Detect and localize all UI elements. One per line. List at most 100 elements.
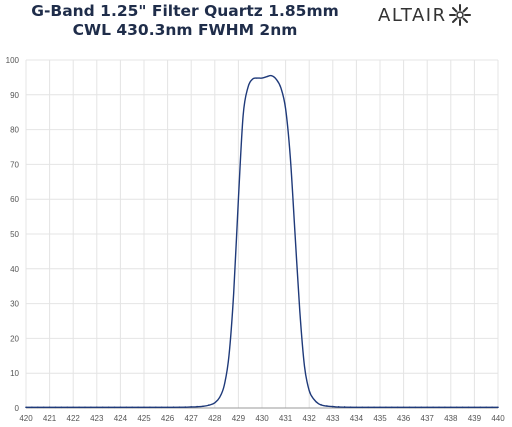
y-tick-label: 60 xyxy=(10,195,19,204)
y-tick-label: 40 xyxy=(10,265,19,274)
data-point xyxy=(455,406,458,409)
data-point xyxy=(160,406,163,409)
data-point xyxy=(190,406,192,408)
data-point xyxy=(54,406,57,409)
x-tick-label: 428 xyxy=(208,414,222,423)
data-point xyxy=(332,405,334,408)
data-point xyxy=(37,406,39,409)
data-point xyxy=(137,406,139,409)
data-point xyxy=(497,406,499,409)
data-point xyxy=(101,406,104,409)
data-point xyxy=(184,406,187,408)
x-tick-label: 436 xyxy=(397,414,411,423)
data-point xyxy=(119,406,122,409)
y-tick-label: 20 xyxy=(10,334,19,343)
logo-text: ALTAIR xyxy=(378,4,447,26)
y-tick-label: 90 xyxy=(10,91,19,100)
data-point xyxy=(90,406,92,409)
data-point xyxy=(343,406,346,408)
data-point xyxy=(461,406,464,409)
x-tick-label: 435 xyxy=(373,414,387,423)
y-tick-label: 50 xyxy=(10,230,19,239)
x-tick-label: 426 xyxy=(161,414,175,423)
data-point xyxy=(438,406,440,409)
data-point xyxy=(196,405,198,408)
chart-tick-labels: 420 421 422 423 424 425 426 427 428 429 430 431 432 4… xyxy=(6,56,506,423)
y-tick-label: 30 xyxy=(10,300,19,309)
data-point xyxy=(367,406,370,409)
data-point xyxy=(491,406,493,409)
x-tick-label: 424 xyxy=(114,414,128,423)
data-point xyxy=(149,406,151,409)
chart-series xyxy=(25,74,499,409)
data-point xyxy=(42,406,45,409)
altair-logo: ALTAIR xyxy=(378,4,471,26)
data-point xyxy=(60,406,63,409)
chart-title-line2: CWL 430.3nm FWHM 2nm xyxy=(72,21,298,39)
x-tick-label: 438 xyxy=(444,414,458,423)
data-point xyxy=(473,406,476,409)
data-point xyxy=(485,406,488,409)
data-point xyxy=(379,406,381,409)
data-point xyxy=(320,403,322,406)
x-tick-label: 429 xyxy=(232,414,246,423)
x-tick-label: 430 xyxy=(255,414,269,423)
data-point xyxy=(385,406,387,409)
data-point xyxy=(202,405,204,408)
data-point xyxy=(166,406,169,409)
x-tick-label: 422 xyxy=(67,414,81,423)
data-point xyxy=(113,406,116,409)
data-point xyxy=(72,406,74,409)
data-point xyxy=(337,405,340,408)
chart-title-line1: G-Band 1.25" Filter Quartz 1.85mm xyxy=(31,2,339,20)
x-tick-label: 431 xyxy=(279,414,293,423)
x-tick-label: 433 xyxy=(326,414,340,423)
data-point xyxy=(361,406,364,409)
data-point xyxy=(107,406,110,409)
data-point xyxy=(66,406,69,409)
data-point xyxy=(84,406,86,409)
data-point xyxy=(467,406,470,409)
data-point xyxy=(396,406,399,409)
x-tick-label: 423 xyxy=(90,414,104,423)
data-point xyxy=(479,406,482,409)
data-point xyxy=(208,404,210,406)
x-tick-label: 439 xyxy=(468,414,482,423)
data-point xyxy=(450,406,452,409)
x-tick-label: 440 xyxy=(491,414,505,423)
x-tick-label: 421 xyxy=(43,414,57,423)
data-point xyxy=(326,405,328,407)
chart-grid xyxy=(25,59,499,409)
y-tick-label: 10 xyxy=(10,369,19,378)
data-point xyxy=(444,406,446,409)
x-tick-label: 434 xyxy=(350,414,364,423)
chart-title: G-Band 1.25" Filter Quartz 1.85mm CWL 43… xyxy=(0,2,370,40)
data-point xyxy=(143,406,145,409)
data-point xyxy=(25,406,27,409)
data-point xyxy=(155,406,157,409)
data-point xyxy=(96,406,98,409)
star-icon xyxy=(448,4,471,26)
data-point xyxy=(408,406,411,409)
x-tick-label: 420 xyxy=(19,414,33,423)
y-tick-label: 80 xyxy=(10,126,19,135)
data-point xyxy=(31,406,33,409)
data-point xyxy=(402,406,405,409)
data-point xyxy=(172,406,175,409)
data-point xyxy=(349,406,352,408)
x-tick-label: 425 xyxy=(137,414,151,423)
data-point xyxy=(420,406,423,409)
data-point xyxy=(178,406,181,408)
x-tick-label: 427 xyxy=(185,414,199,423)
data-point xyxy=(414,406,417,409)
data-point xyxy=(426,406,429,409)
data-point xyxy=(125,406,128,409)
y-tick-label: 100 xyxy=(6,56,20,65)
x-tick-label: 437 xyxy=(421,414,435,423)
data-point xyxy=(78,406,80,409)
x-tick-label: 432 xyxy=(303,414,317,423)
data-point xyxy=(391,406,393,409)
data-point xyxy=(355,406,358,409)
data-point xyxy=(131,406,133,409)
